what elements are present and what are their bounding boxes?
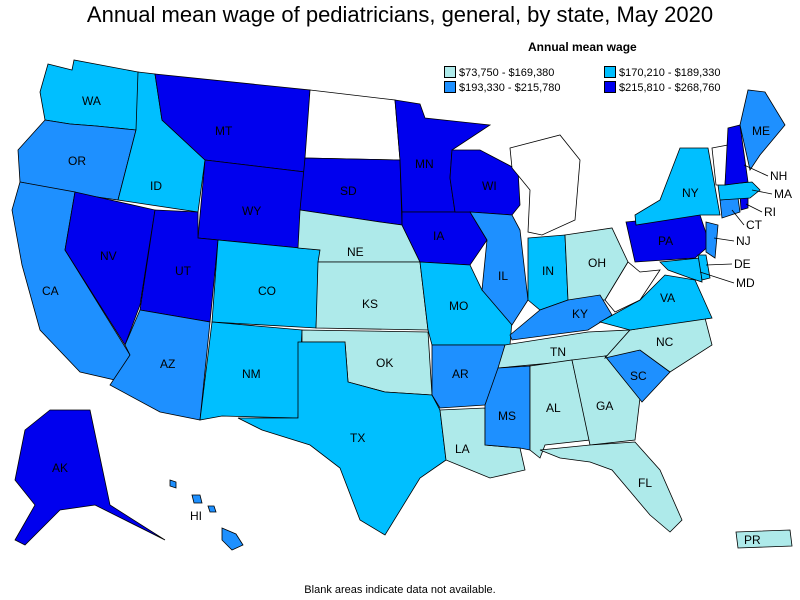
legend-item-tier-0: $73,750 - $169,380 [444, 66, 554, 79]
state-wv [604, 261, 661, 313]
state-label-tx: TX [350, 431, 365, 445]
state-ks[interactable] [315, 261, 429, 331]
state-label-hi: HI [190, 509, 202, 523]
state-label-ak: AK [52, 461, 68, 475]
state-nh[interactable] [724, 124, 749, 186]
state-label-wy: WY [242, 204, 261, 218]
state-tx[interactable] [237, 341, 447, 536]
state-label-wa: WA [82, 94, 101, 108]
legend-title: Annual mean wage [528, 40, 637, 54]
map-title: Annual mean wage of pediatricians, gener… [86, 2, 714, 27]
state-label-fl: FL [638, 476, 652, 490]
state-label-ne: NE [347, 245, 364, 259]
state-label-wi: WI [482, 179, 497, 193]
state-label-id: ID [150, 179, 162, 193]
state-ak[interactable] [14, 409, 166, 546]
state-label-nh: NH [770, 169, 787, 183]
state-pr[interactable] [735, 529, 793, 549]
leader-nj [713, 237, 735, 242]
state-hi[interactable] [221, 527, 244, 551]
state-nm[interactable] [199, 321, 303, 421]
state-label-ms: MS [498, 409, 516, 423]
state-label-ks: KS [362, 297, 378, 311]
state-hi-island[interactable] [169, 479, 177, 489]
state-mo[interactable] [419, 261, 513, 346]
state-label-ok: OK [376, 356, 393, 370]
leader-de [705, 263, 733, 266]
state-label-ca: CA [42, 284, 59, 298]
state-label-nc: NC [656, 335, 674, 349]
state-label-nv: NV [100, 249, 117, 263]
state-label-la: LA [455, 442, 470, 456]
state-label-mt: MT [215, 124, 233, 138]
state-label-nj: NJ [736, 234, 751, 248]
state-label-or: OR [68, 154, 86, 168]
state-mi [509, 134, 581, 236]
leader-nh [743, 164, 769, 177]
state-hi-island[interactable] [207, 505, 217, 513]
state-ny[interactable] [634, 147, 721, 226]
state-md[interactable] [659, 257, 703, 283]
state-ct[interactable] [719, 197, 741, 219]
state-label-pa: PA [658, 234, 673, 248]
state-label-ri: RI [764, 205, 776, 219]
state-label-az: AZ [160, 357, 175, 371]
state-label-in: IN [542, 264, 554, 278]
state-label-ia: IA [433, 229, 444, 243]
footnote: Blank areas indicate data not available. [304, 584, 496, 596]
state-label-al: AL [546, 401, 561, 415]
state-label-nm: NM [242, 367, 261, 381]
state-nd [304, 89, 401, 161]
state-label-oh: OH [588, 256, 606, 270]
state-label-ct: CT [746, 218, 763, 232]
state-ky[interactable] [509, 294, 613, 341]
state-label-mo: MO [449, 299, 468, 313]
state-hi-island[interactable] [191, 494, 203, 504]
state-fl[interactable] [539, 441, 683, 533]
state-az[interactable] [109, 309, 211, 421]
state-label-va: VA [660, 291, 675, 305]
state-label-ar: AR [452, 367, 469, 381]
legend-swatch [604, 66, 616, 78]
legend-item-tier-1: $170,210 - $189,330 [604, 66, 721, 79]
leader-md [699, 271, 735, 284]
state-me[interactable] [739, 89, 786, 172]
legend-swatch [604, 81, 616, 93]
leader-ri [745, 203, 763, 213]
state-label-tn: TN [550, 345, 566, 359]
legend-swatch [444, 81, 456, 93]
legend-item-tier-3: $215,810 - $268,760 [604, 81, 721, 94]
leader-ct [731, 209, 745, 226]
state-label-md: MD [736, 276, 755, 290]
state-label-co: CO [258, 284, 276, 298]
state-label-sc: SC [630, 369, 647, 383]
state-il[interactable] [469, 211, 529, 326]
state-label-sd: SD [340, 184, 357, 198]
state-label-ny: NY [682, 186, 699, 200]
state-label-ma: MA [774, 187, 792, 201]
state-label-il: IL [498, 269, 508, 283]
leader-ma [751, 189, 773, 195]
legend-item-tier-2: $193,330 - $215,780 [444, 81, 561, 94]
state-label-de: DE [734, 257, 751, 271]
state-de[interactable] [697, 254, 711, 281]
state-nv[interactable] [64, 191, 156, 346]
state-label-me: ME [752, 124, 770, 138]
state-label-ga: GA [596, 399, 613, 413]
legend-swatch [444, 66, 456, 78]
state-label-pr: PR [744, 533, 761, 547]
state-label-ky: KY [572, 307, 588, 321]
state-nj[interactable] [705, 221, 719, 259]
state-label-mn: MN [415, 157, 434, 171]
state-label-ut: UT [175, 264, 192, 278]
